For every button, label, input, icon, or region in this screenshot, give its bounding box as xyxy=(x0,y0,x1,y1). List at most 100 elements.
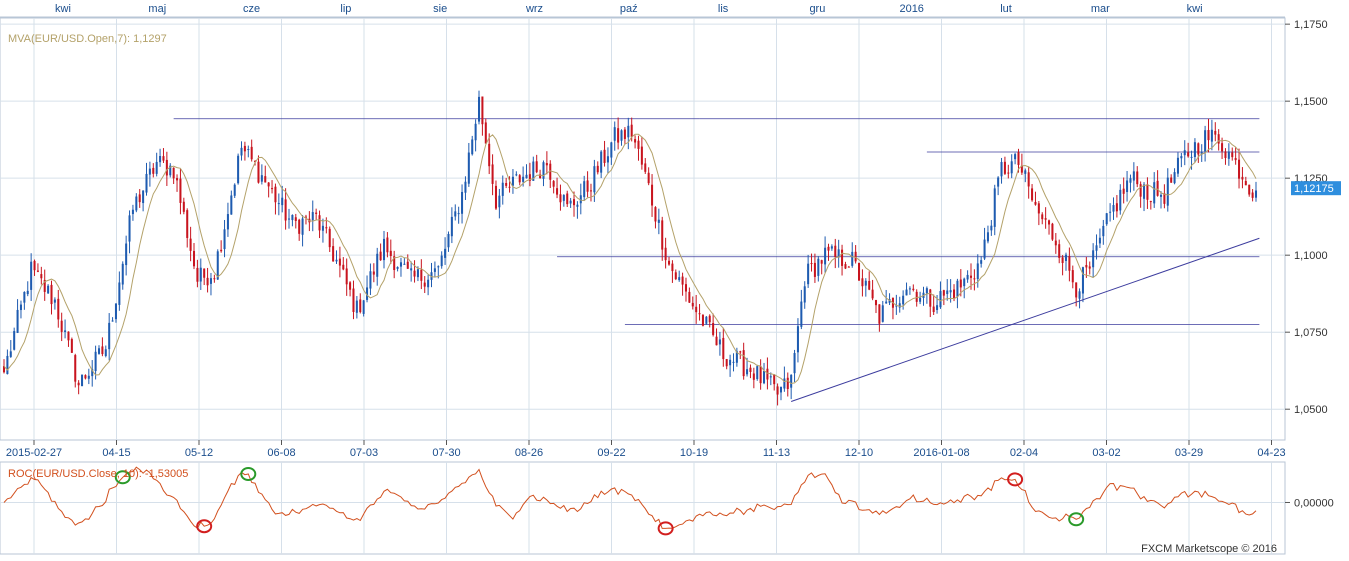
candle-body xyxy=(841,249,844,266)
candle xyxy=(125,235,128,276)
candle-body xyxy=(613,127,616,141)
candle-body xyxy=(182,201,185,212)
candle-body xyxy=(528,174,531,181)
candle-body xyxy=(749,367,752,372)
candle-body xyxy=(159,155,162,163)
candle xyxy=(1007,164,1010,179)
roc-marker-red xyxy=(657,521,674,536)
candle xyxy=(576,201,579,219)
candle-body xyxy=(681,276,684,285)
date-label: 03-29 xyxy=(1175,447,1203,459)
candle xyxy=(1204,125,1207,162)
candle-body xyxy=(505,183,508,186)
candle-body xyxy=(155,161,158,174)
candle xyxy=(586,171,589,198)
date-label: 05-12 xyxy=(185,447,213,459)
month-label: paź xyxy=(620,3,638,15)
candle-body xyxy=(304,216,307,218)
candle-body xyxy=(192,250,196,267)
candle-body xyxy=(1129,178,1132,183)
candle xyxy=(277,193,280,216)
candle-body xyxy=(287,218,291,220)
candle-body xyxy=(206,277,209,286)
candle xyxy=(121,261,124,290)
candle-body xyxy=(101,346,104,355)
candle xyxy=(1146,177,1149,209)
candle-body xyxy=(1085,265,1088,268)
candle-body xyxy=(1122,188,1125,194)
candle xyxy=(1193,138,1196,163)
candle-body xyxy=(1071,270,1074,283)
candle xyxy=(1149,200,1152,210)
candle xyxy=(535,154,538,174)
candle xyxy=(243,141,246,161)
candle xyxy=(847,265,850,268)
candle-body xyxy=(725,359,728,367)
candle-body xyxy=(800,301,803,327)
candle xyxy=(1102,219,1105,245)
candle-body xyxy=(406,261,409,269)
candle xyxy=(688,287,691,303)
candle xyxy=(108,313,111,361)
candle xyxy=(399,257,402,277)
candle-body xyxy=(606,156,609,163)
candle-body xyxy=(647,172,650,184)
candle xyxy=(732,353,735,372)
candle-body xyxy=(861,278,864,287)
candle xyxy=(47,284,50,294)
candle-body xyxy=(912,288,915,290)
candle xyxy=(579,183,582,215)
candle-body xyxy=(352,288,355,312)
candle-body xyxy=(1149,201,1152,203)
candle-body xyxy=(67,331,70,341)
candle-body xyxy=(77,382,80,386)
candle xyxy=(1163,184,1166,209)
roc-line xyxy=(3,466,1257,529)
candle xyxy=(684,277,688,302)
candle xyxy=(898,296,901,313)
candle xyxy=(396,266,399,272)
candle-body xyxy=(1139,184,1142,197)
candle xyxy=(148,161,151,187)
candle-body xyxy=(355,300,358,313)
candle-body xyxy=(830,246,833,249)
candle xyxy=(959,269,962,297)
candle-body xyxy=(501,182,504,196)
candle xyxy=(874,299,878,314)
candle xyxy=(549,160,552,189)
candle-body xyxy=(634,139,637,143)
candle xyxy=(1115,195,1118,218)
candle xyxy=(304,214,307,225)
candle xyxy=(199,258,202,290)
candle xyxy=(851,242,854,268)
candle xyxy=(868,271,871,291)
date-label: 03-02 xyxy=(1092,447,1120,459)
price-panel-frame xyxy=(0,17,1286,441)
price-tick-label: 1,0750 xyxy=(1294,327,1328,339)
candle xyxy=(654,206,657,229)
candle xyxy=(539,169,542,179)
candle xyxy=(779,386,783,401)
candle-body xyxy=(349,282,352,290)
candle xyxy=(1088,261,1091,275)
candle xyxy=(651,174,654,217)
candle-body xyxy=(467,152,470,184)
candle xyxy=(657,208,660,235)
candle-body xyxy=(471,139,474,155)
price-tick-label: 1,1750 xyxy=(1294,19,1328,31)
candle xyxy=(990,220,993,236)
candle xyxy=(433,261,436,278)
candle xyxy=(525,164,528,179)
candle xyxy=(993,184,996,236)
candle xyxy=(176,174,179,192)
candle xyxy=(939,281,942,309)
candle xyxy=(152,163,155,178)
month-label: kwi xyxy=(1187,3,1203,15)
candle-body xyxy=(162,156,165,161)
candle xyxy=(674,269,677,281)
date-label: 11-13 xyxy=(763,447,790,459)
candle xyxy=(33,259,36,276)
candle-body xyxy=(966,274,969,280)
candle xyxy=(1227,143,1230,166)
candle xyxy=(216,249,219,280)
